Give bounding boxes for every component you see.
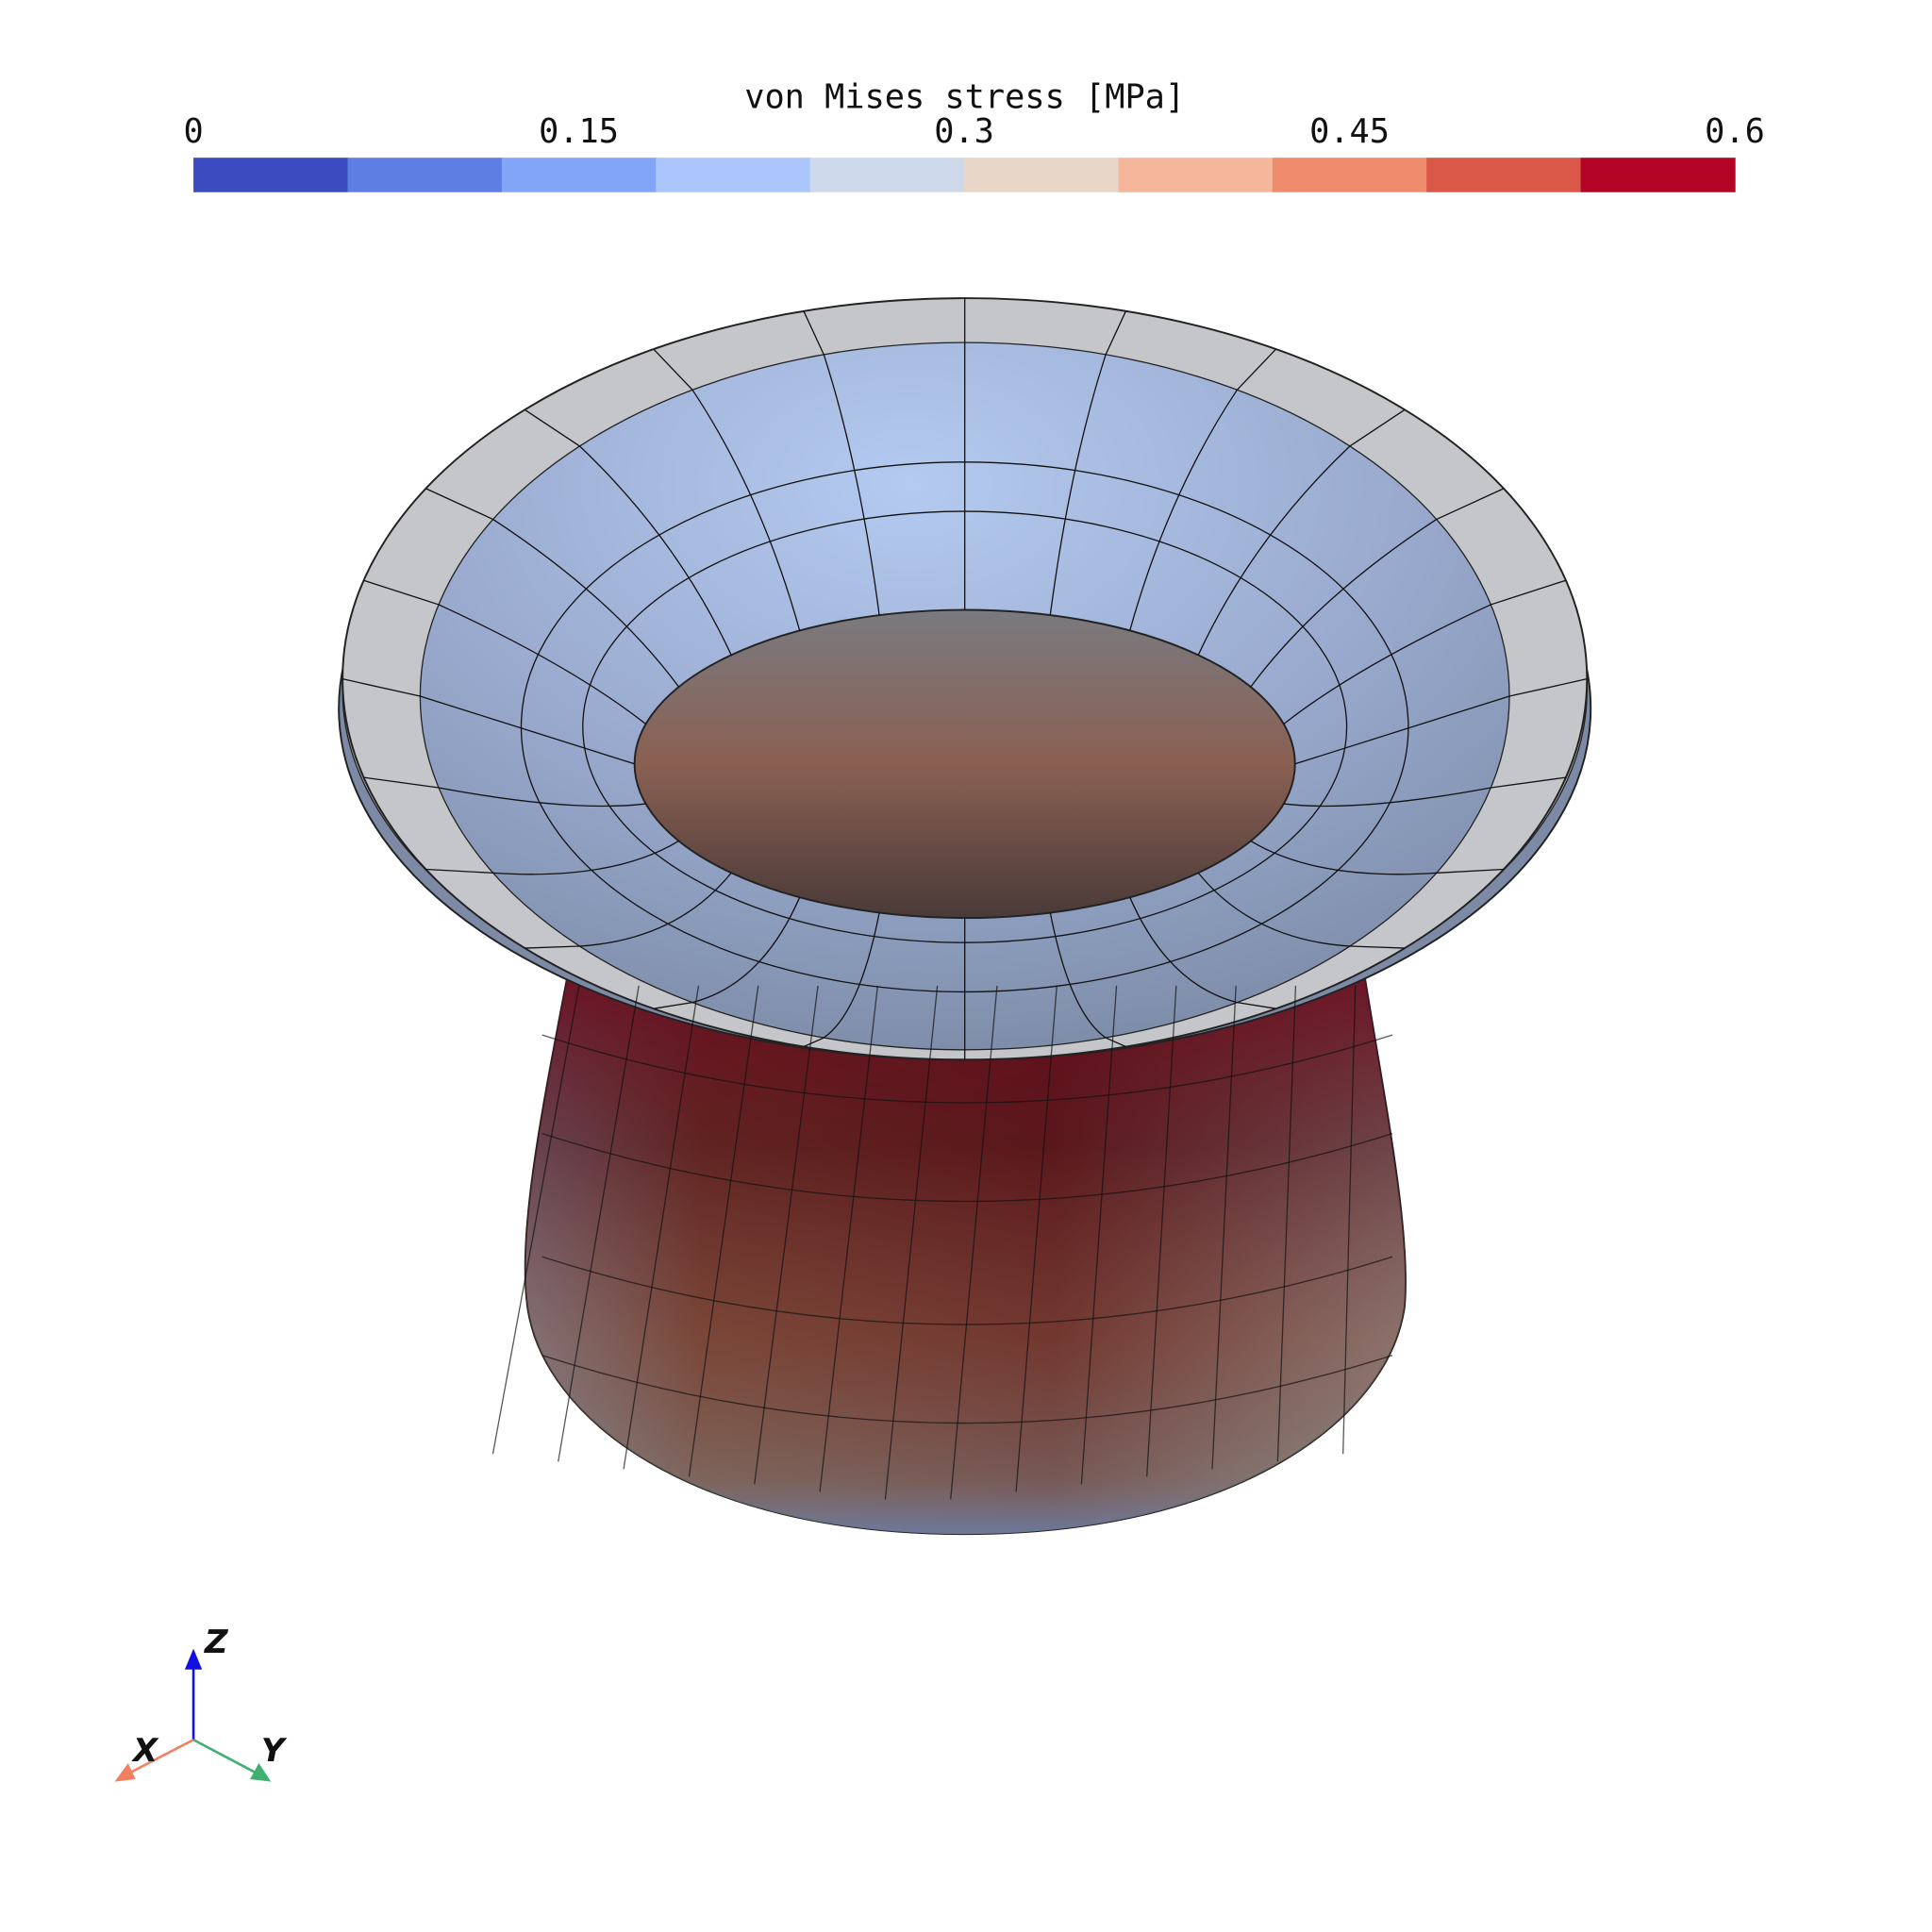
- axes-triad: Z X Y: [114, 1624, 288, 1782]
- mesh-line: [1294, 678, 1588, 765]
- mesh-line: [688, 985, 759, 1477]
- mesh-line: [525, 872, 732, 949]
- colorbar-band: [1426, 158, 1582, 192]
- mesh-line: [819, 985, 879, 1492]
- colorbar-tick-label: 0.15: [539, 112, 619, 151]
- mesh-line: [803, 310, 880, 616]
- mesh-line: [1283, 579, 1567, 725]
- mesh-line: [363, 579, 646, 725]
- z-axis-label: Z: [204, 1624, 229, 1661]
- colorbar-band: [964, 158, 1120, 192]
- colorbar-tick-label: 0.3: [934, 112, 994, 151]
- mesh-ring: [582, 510, 1348, 943]
- mesh-line: [425, 488, 680, 688]
- mesh-ring: [520, 461, 1409, 993]
- mesh-ring: [541, 1256, 1393, 1325]
- mesh-line: [1197, 408, 1406, 656]
- x-axis-label: X: [131, 1732, 159, 1770]
- mesh-line: [1283, 776, 1566, 808]
- colorbar-band: [193, 158, 349, 192]
- colorbar-tick-label: 0: [183, 112, 203, 151]
- mesh-line: [1015, 985, 1058, 1492]
- colorbar-tick-label: 0.45: [1309, 112, 1390, 151]
- stress-model: [338, 297, 1592, 1536]
- mesh-line: [884, 985, 939, 1500]
- mesh-line: [425, 840, 679, 875]
- y-axis-label: Y: [261, 1732, 288, 1770]
- mesh-line: [558, 985, 640, 1462]
- mesh-ring: [541, 1034, 1393, 1104]
- colorbar-band: [347, 158, 503, 192]
- mesh-line: [1197, 872, 1406, 949]
- colorbar-band: [501, 158, 657, 192]
- mesh-line: [1211, 985, 1237, 1470]
- mesh-line: [1049, 912, 1126, 1048]
- colorbar-band: [656, 158, 811, 192]
- mesh-line: [754, 985, 819, 1485]
- mesh-line: [491, 985, 580, 1455]
- mesh-line: [1049, 310, 1127, 616]
- colorbar: von Mises stress [MPa] 0 0.15 0.3 0.45 0.6: [183, 77, 1765, 192]
- mesh-line: [363, 776, 646, 808]
- colorbar-band: [809, 158, 965, 192]
- mesh-line: [803, 912, 880, 1048]
- mesh-ring: [541, 1355, 1393, 1424]
- mesh-line: [1342, 985, 1357, 1455]
- mesh-line: [1276, 985, 1297, 1462]
- colorbar-band: [1580, 158, 1736, 192]
- mesh-line: [623, 985, 700, 1470]
- mesh-line: [341, 678, 635, 765]
- mesh-line: [1250, 488, 1505, 688]
- colorbar-band: [1272, 158, 1427, 192]
- mesh-line: [1080, 985, 1118, 1485]
- mesh-line: [1250, 840, 1504, 875]
- mesh-line: [1146, 985, 1177, 1477]
- colorbar-band: [1118, 158, 1274, 192]
- mesh-line: [950, 985, 998, 1500]
- mesh-ring: [541, 1133, 1393, 1203]
- colorbar-title: von Mises stress [MPa]: [744, 77, 1185, 116]
- mesh-line: [524, 408, 732, 656]
- colorbar-tick-label: 0.6: [1705, 112, 1765, 151]
